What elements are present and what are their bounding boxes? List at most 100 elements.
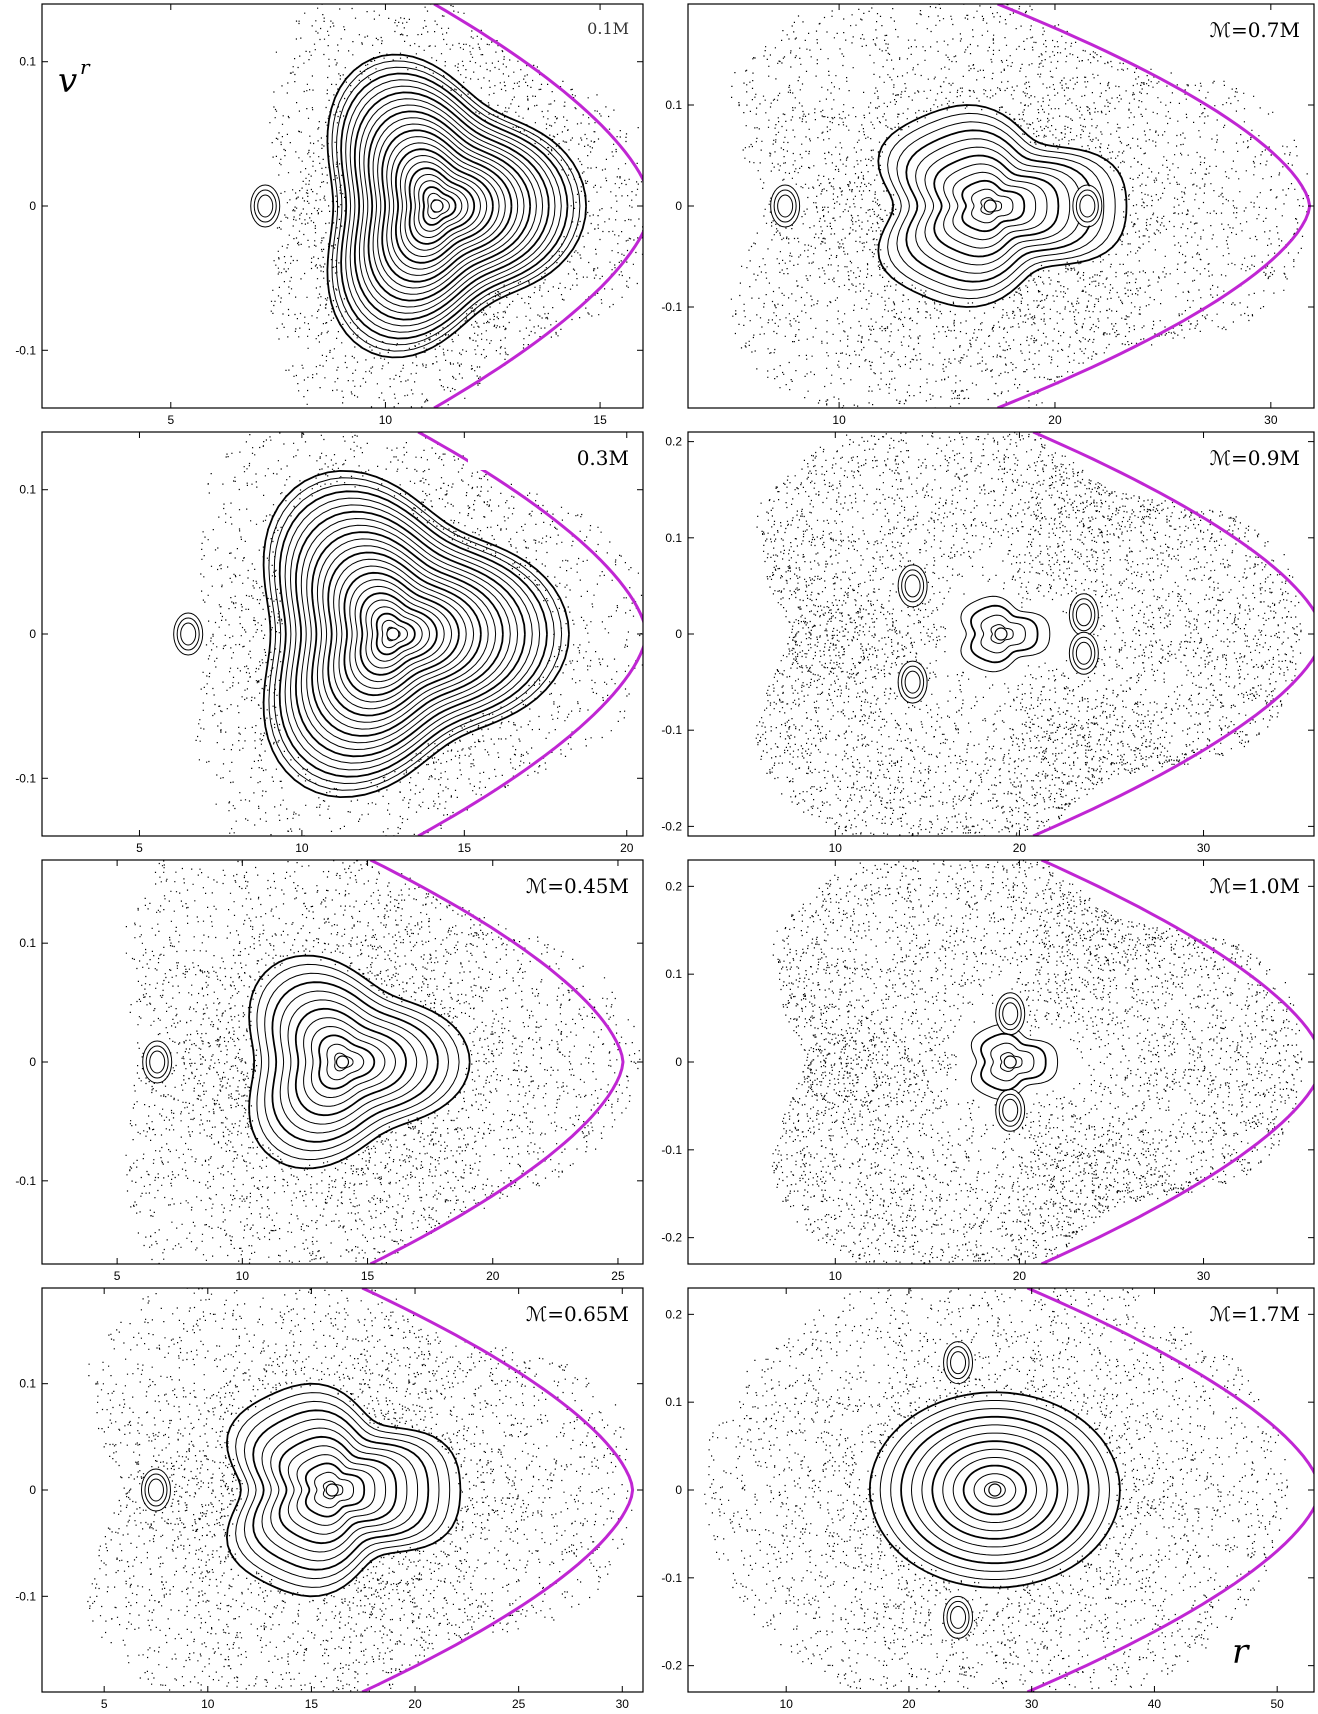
panel-1: 5 10 15 0.1 0 -0.1 0.1M — [15, 3, 644, 427]
kam-curve — [879, 1400, 1110, 1580]
kam-curve — [287, 1445, 387, 1535]
y-tick-label: -0.1 — [661, 723, 682, 737]
y-axis-label: v — [58, 61, 77, 101]
zero-velocity-boundary — [361, 1288, 635, 1692]
zero-velocity-boundary — [417, 432, 643, 836]
kam-curve — [924, 146, 1071, 266]
title-backdrop — [1139, 868, 1307, 898]
x-tick-label: 15 — [305, 1697, 319, 1711]
kam-curve — [279, 990, 428, 1134]
kam-curve — [386, 136, 506, 276]
kam-curve — [335, 66, 575, 346]
y-tick-label: 0.1 — [19, 55, 36, 69]
panel-frame — [41, 3, 644, 409]
y-tick-label: -0.1 — [15, 771, 36, 785]
kam-curve — [310, 1025, 386, 1099]
kam-curve — [284, 497, 541, 771]
kam-curve — [970, 1023, 1059, 1101]
x-tick-label: 30 — [616, 1697, 630, 1711]
kam-curve — [404, 161, 481, 251]
panel-title: ℳ=0.45M — [526, 874, 629, 898]
y-tick-label: 0.1 — [665, 98, 682, 112]
kam-curve — [225, 1382, 462, 1598]
fixed-point — [988, 1483, 1002, 1497]
y-tick-label: -0.1 — [15, 343, 36, 357]
island-1 — [142, 1040, 173, 1084]
x-tick-label: 30 — [1264, 413, 1278, 427]
kam-curve — [345, 79, 562, 333]
kam-curve — [256, 963, 460, 1161]
panel-7: 5 10 15 20 25 30 0.1 0 -0.1 ℳ=0.65M — [15, 1287, 644, 1711]
kam-curve — [399, 154, 488, 258]
kam-curve — [413, 174, 469, 238]
island-3 — [1068, 593, 1099, 637]
panel-6: 10 20 30 0.2 0.1 0 -0.1 -0.2 ℳ=1.0M — [661, 859, 1315, 1283]
x-tick-label: 10 — [295, 841, 309, 855]
kam-curve — [961, 179, 1026, 233]
zero-velocity-boundary — [1032, 432, 1314, 836]
zero-velocity-boundary — [1040, 860, 1314, 1264]
kam-curve — [381, 619, 408, 649]
kam-curve — [261, 1418, 419, 1562]
title-backdrop — [1139, 440, 1307, 470]
x-tick-label: 5 — [101, 1697, 108, 1711]
x-tick-label: 15 — [361, 1269, 375, 1283]
kam-curve — [921, 1432, 1069, 1548]
x-tick-label: 10 — [379, 413, 393, 427]
kam-curve — [278, 490, 548, 778]
y-axis-label-superscript: r — [80, 55, 91, 79]
kam-curve — [422, 186, 457, 226]
kam-curve — [287, 999, 418, 1125]
panel-title: ℳ=0.7M — [1210, 18, 1300, 42]
title-backdrop — [1139, 12, 1307, 42]
kam-curve — [243, 1400, 440, 1580]
kam-curve — [264, 972, 449, 1152]
kam-curve — [294, 510, 526, 758]
kam-curve — [338, 565, 467, 703]
y-tick-label: -0.2 — [661, 819, 682, 833]
y-tick-label: 0 — [675, 1483, 682, 1497]
kam-curve — [910, 1424, 1079, 1556]
island-2 — [897, 660, 928, 704]
kam-curve — [296, 1454, 376, 1526]
kam-curve — [971, 188, 1014, 224]
kam-curve — [311, 531, 504, 737]
x-tick-label: 10 — [829, 841, 843, 855]
kam-curve — [303, 1017, 396, 1107]
x-tick-label: 10 — [201, 1697, 215, 1711]
kam-curve — [289, 504, 533, 764]
kam-curve — [349, 85, 556, 327]
island-1 — [250, 184, 281, 228]
y-tick-label: -0.1 — [15, 1174, 36, 1188]
panel-5: 5 10 15 20 25 0.1 0 -0.1 ℳ=0.45M — [15, 859, 644, 1283]
kam-curve — [931, 1440, 1059, 1540]
plot-area — [704, 1288, 1314, 1692]
x-tick-label: 20 — [408, 1697, 422, 1711]
panel-8: 10 20 30 40 50 0.2 0.1 0 -0.1 -0.2 ℳ=1.7M — [661, 1287, 1315, 1711]
x-tick-label: 10 — [780, 1697, 794, 1711]
y-tick-label: 0 — [675, 627, 682, 641]
panel-title: 0.1M — [587, 19, 629, 38]
island-1 — [943, 1341, 974, 1385]
zero-velocity-boundary — [433, 4, 643, 408]
title-backdrop — [468, 1296, 636, 1326]
x-tick-label: 5 — [114, 1269, 121, 1283]
kam-curve — [915, 138, 1082, 274]
kam-curve — [900, 1415, 1090, 1565]
fixed-point — [983, 199, 997, 213]
kam-curve — [942, 1448, 1048, 1532]
kam-curve — [990, 624, 1014, 644]
zero-velocity-boundary — [1026, 1288, 1314, 1692]
fixed-point — [430, 199, 444, 213]
kam-curve — [990, 1042, 1035, 1082]
kam-curve — [359, 592, 438, 676]
panel-title: ℳ=1.7M — [1210, 1302, 1300, 1326]
y-tick-label: 0 — [29, 199, 36, 213]
panel-4: 10 20 30 0.2 0.1 0 -0.1 -0.2 ℳ=0.9M — [661, 431, 1315, 855]
plot-area — [250, 4, 643, 408]
kam-curve — [887, 112, 1116, 300]
panel-3: 5 10 15 20 0.1 0 -0.1 0.3M — [15, 431, 644, 855]
y-tick-label: -0.2 — [661, 1659, 682, 1673]
y-tick-label: 0.1 — [665, 1395, 682, 1409]
kam-curve — [331, 60, 581, 352]
